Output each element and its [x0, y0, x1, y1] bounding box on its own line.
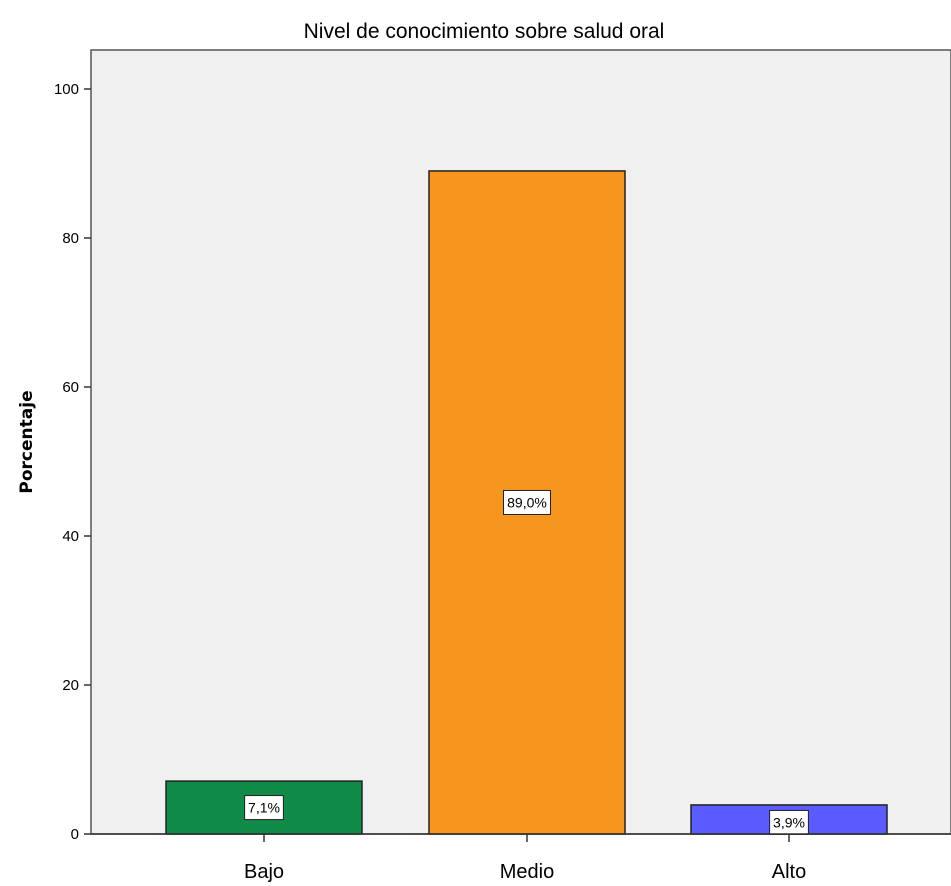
data-label-box	[769, 809, 809, 835]
y-tick-label: 100	[54, 81, 79, 98]
y-tick-label: 0	[71, 826, 79, 843]
data-label: 7,1%	[248, 800, 280, 816]
data-label-box	[244, 795, 284, 821]
bars: 7,1% 89,0% 3,9%	[165, 170, 888, 835]
y-tick-label: 20	[62, 677, 79, 694]
data-label-box	[503, 489, 551, 515]
y-tick-label: 80	[62, 230, 79, 247]
x-tick-label: Bajo	[244, 861, 284, 883]
chart-title: Nivel de conocimiento sobre salud oral	[304, 20, 665, 43]
x-tick-label: Medio	[500, 861, 554, 883]
x-axis-labels: Bajo Medio Alto	[91, 833, 951, 883]
y-axis-ticks: 0 20 40 60 80 100	[54, 81, 91, 843]
data-label: 89,0%	[507, 494, 547, 510]
y-axis-label: Porcentaje	[17, 390, 37, 493]
y-tick-label: 40	[62, 528, 79, 545]
data-label: 3,9%	[773, 814, 805, 830]
x-tick-label: Alto	[772, 861, 806, 883]
y-tick-label: 60	[62, 379, 79, 396]
